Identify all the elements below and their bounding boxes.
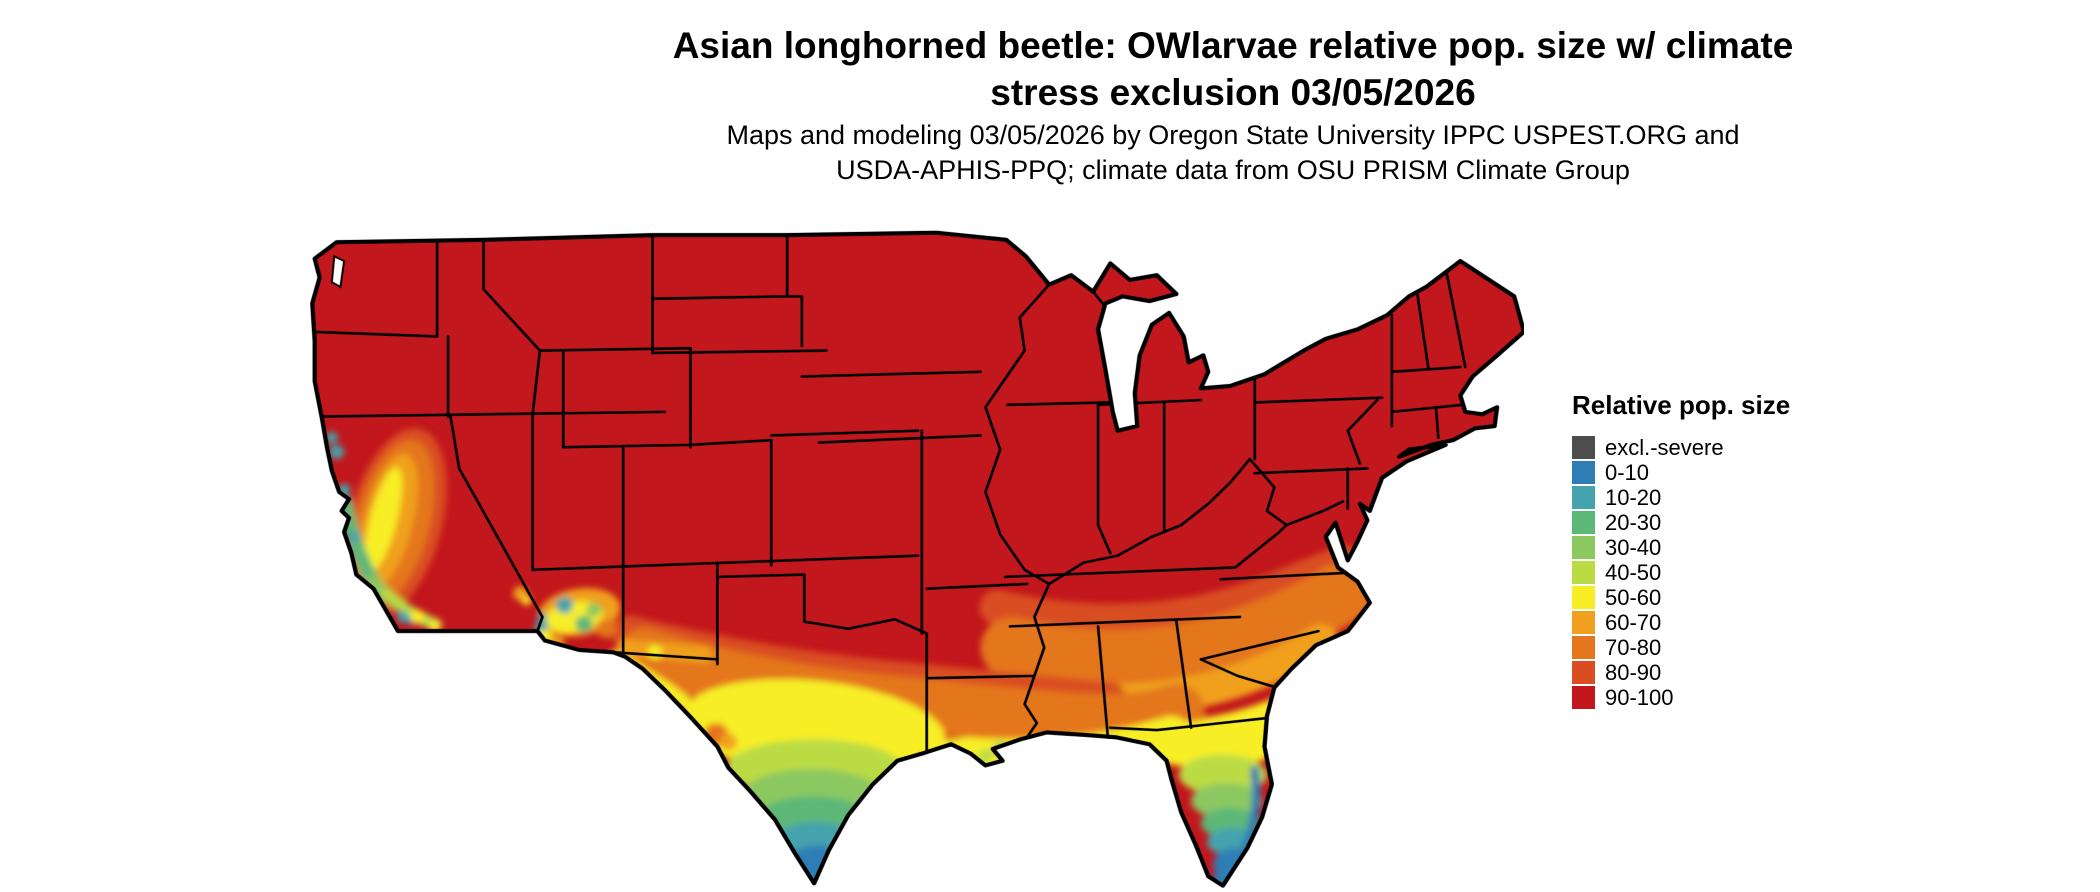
legend-item: 0-10 xyxy=(1572,460,1892,485)
legend-swatch xyxy=(1572,436,1595,459)
legend-item-label: 30-40 xyxy=(1605,534,1662,560)
legend-item: 10-20 xyxy=(1572,485,1892,510)
legend-swatch xyxy=(1572,586,1595,609)
legend-item: excl.-severe xyxy=(1572,435,1892,460)
legend-item-label: 90-100 xyxy=(1605,684,1674,710)
map-subtitle: Maps and modeling 03/05/2026 by Oregon S… xyxy=(420,118,2046,188)
map-title-line2: stress exclusion 03/05/2026 xyxy=(990,72,1476,114)
legend-item: 70-80 xyxy=(1572,635,1892,660)
legend-item-label: 20-30 xyxy=(1605,509,1662,535)
legend-item: 30-40 xyxy=(1572,535,1892,560)
us-outline xyxy=(310,230,1524,888)
us-choropleth-map xyxy=(310,230,1524,888)
legend-swatch xyxy=(1572,461,1595,484)
legend-item-label: 80-90 xyxy=(1605,659,1662,685)
legend-item: 20-30 xyxy=(1572,510,1892,535)
legend-item-label: excl.-severe xyxy=(1605,434,1724,460)
map-subtitle-line1: Maps and modeling 03/05/2026 by Oregon S… xyxy=(726,120,1740,150)
legend-swatch xyxy=(1572,511,1595,534)
legend-item: 50-60 xyxy=(1572,585,1892,610)
map-title-line1: Asian longhorned beetle: OWlarvae relati… xyxy=(672,25,1794,66)
legend-item-label: 50-60 xyxy=(1605,584,1662,610)
puget-sound-notch xyxy=(330,254,346,289)
map-area xyxy=(300,228,1524,888)
legend-item: 40-50 xyxy=(1572,560,1892,585)
map-title: Asian longhorned beetle: OWlarvae relati… xyxy=(420,22,2046,117)
legend-item: 60-70 xyxy=(1572,610,1892,635)
legend-item-label: 10-20 xyxy=(1605,484,1662,510)
legend-item-label: 60-70 xyxy=(1605,609,1662,635)
legend-swatch xyxy=(1572,486,1595,509)
california-gradient xyxy=(325,428,447,633)
legend-item: 90-100 xyxy=(1572,685,1892,710)
legend-swatch xyxy=(1572,611,1595,634)
legend-swatch xyxy=(1572,661,1595,684)
map-subtitle-line2: USDA-APHIS-PPQ; climate data from OSU PR… xyxy=(836,155,1630,186)
legend-item-label: 70-80 xyxy=(1605,634,1662,660)
legend: Relative pop. size excl.-severe 0-10 10-20… xyxy=(1572,390,1892,710)
legend-swatch xyxy=(1572,686,1595,709)
state-borders xyxy=(312,233,1467,758)
legend-swatch xyxy=(1572,561,1595,584)
legend-swatch xyxy=(1572,536,1595,559)
legend-swatch xyxy=(1572,636,1595,659)
legend-item-label: 0-10 xyxy=(1605,459,1650,485)
legend-items: excl.-severe 0-10 10-20 20-30 30-40 40-50 50-6… xyxy=(1572,435,1892,710)
us-base-fill xyxy=(312,232,1524,886)
legend-item: 80-90 xyxy=(1572,660,1892,685)
legend-item-label: 40-50 xyxy=(1605,559,1662,585)
legend-title: Relative pop. size xyxy=(1572,390,1791,420)
